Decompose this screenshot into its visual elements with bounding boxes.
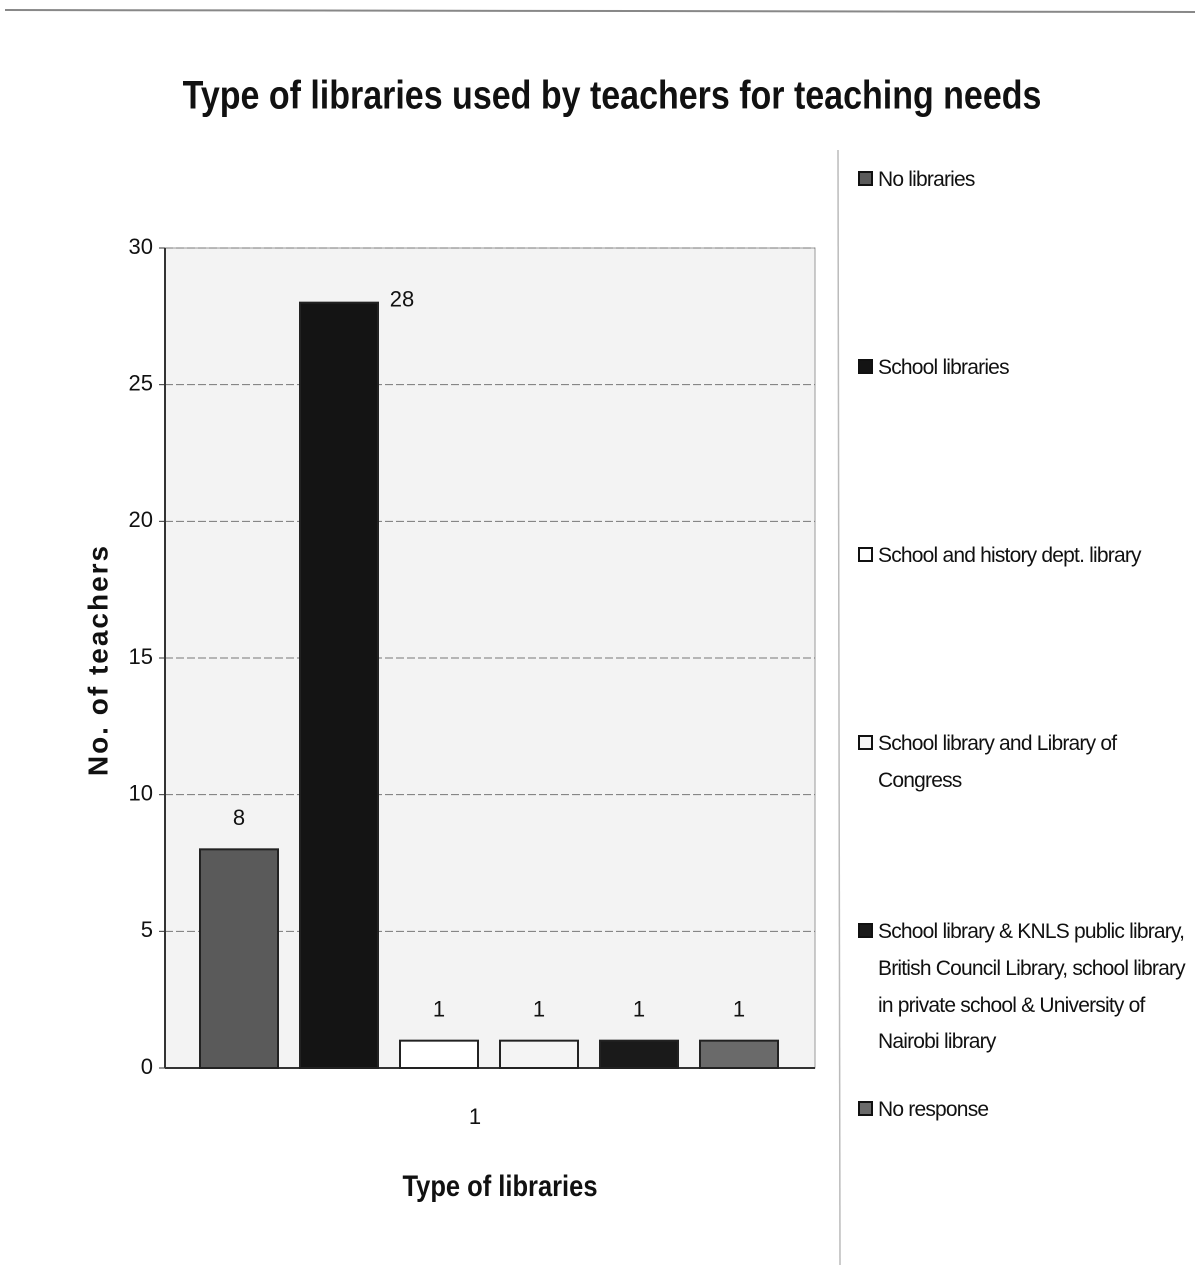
legend-item: School and history dept. library [858, 538, 1188, 575]
legend-divider [837, 149, 841, 1266]
x-tick-label: 1 [469, 1104, 481, 1129]
bar [599, 1039, 679, 1069]
value-label: 1 [433, 996, 445, 1021]
legend-item: No response [858, 1092, 1188, 1129]
legend-swatch [858, 1101, 873, 1116]
y-tick-label: 20 [129, 507, 153, 532]
legend-swatch [858, 359, 873, 374]
legend-label: No response [878, 1098, 989, 1121]
bar [399, 1039, 479, 1069]
value-label: 1 [733, 996, 745, 1021]
y-tick-label: 30 [129, 234, 153, 259]
x-axis-label: Type of libraries [402, 1169, 597, 1202]
legend-swatch [858, 923, 873, 938]
value-label: 8 [233, 805, 245, 830]
bar [499, 1039, 579, 1069]
legend-label: School libraries [878, 356, 1010, 379]
legend-item: No libraries [858, 162, 1188, 199]
y-tick-label: 25 [129, 370, 153, 395]
legend-item: School library and Library of Congress [858, 726, 1188, 800]
legend-label: School library and Library of Congress [878, 732, 1117, 792]
legend-label: School and history dept. library [878, 544, 1142, 567]
value-label: 1 [533, 996, 545, 1021]
frame-top [4, 9, 1196, 13]
bar [299, 301, 379, 1069]
bar [699, 1039, 779, 1069]
value-label: 28 [390, 286, 414, 311]
y-tick-label: 15 [129, 644, 153, 669]
legend-label: No libraries [878, 168, 975, 191]
legend-label: School library & KNLS public library, Br… [878, 920, 1186, 1054]
bar [199, 848, 279, 1069]
y-tick-label: 0 [141, 1054, 153, 1079]
legend-item: School library & KNLS public library, Br… [858, 914, 1188, 1061]
legend-swatch [858, 735, 873, 750]
chart-title: Type of libraries used by teachers for t… [183, 72, 1042, 117]
value-label: 1 [633, 996, 645, 1021]
y-tick-label: 5 [141, 917, 153, 942]
legend-swatch [858, 547, 873, 562]
legend-item: School libraries [858, 350, 1188, 387]
legend-swatch [858, 171, 873, 186]
y-axis-label: No. of teachers [82, 544, 113, 776]
y-tick-label: 10 [129, 780, 153, 805]
